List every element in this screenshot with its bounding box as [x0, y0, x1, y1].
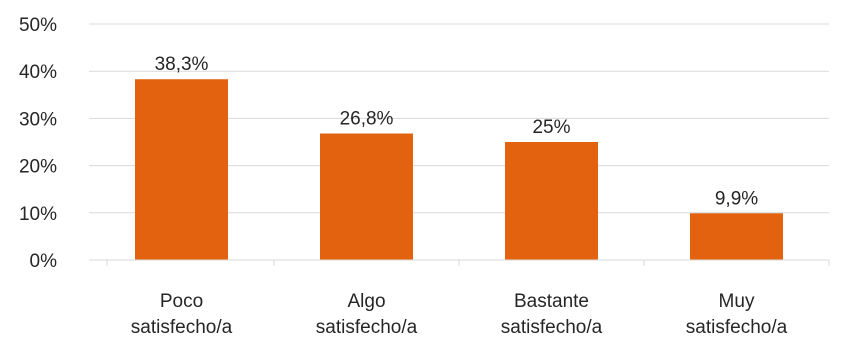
- data-label: 9,9%: [715, 188, 758, 209]
- y-tick-label: 30%: [19, 109, 57, 130]
- bar: [320, 133, 413, 260]
- bar: [505, 142, 598, 260]
- bar: [135, 79, 228, 260]
- y-tick-label: 10%: [19, 204, 57, 225]
- y-tick-label: 0%: [30, 251, 58, 272]
- x-tick-label: satisfecho/a: [131, 317, 233, 338]
- data-label: 25%: [532, 117, 570, 138]
- x-tick-label: Bastante: [514, 291, 589, 312]
- y-tick-label: 40%: [19, 62, 57, 83]
- data-label: 26,8%: [340, 109, 394, 130]
- x-axis: Poco satisfecho/a Algo satisfecho/a Bastante…: [89, 259, 830, 338]
- x-tick-label: satisfecho/a: [686, 317, 788, 338]
- x-tick-label: Muy: [719, 291, 755, 312]
- x-tick-label: satisfecho/a: [316, 317, 418, 338]
- y-axis: 0% 10% 20% 30% 40% 50%: [19, 15, 57, 272]
- data-label: 38,3%: [155, 54, 209, 75]
- y-tick-label: 50%: [19, 15, 57, 36]
- y-tick-label: 20%: [19, 157, 57, 178]
- x-tick-label: Poco: [160, 291, 203, 312]
- x-tick-label: satisfecho/a: [501, 317, 603, 338]
- x-tick-label: Algo: [347, 291, 385, 312]
- bar: [690, 213, 783, 260]
- bars: 38,3% 26,8% 25% 9,9%: [135, 54, 783, 260]
